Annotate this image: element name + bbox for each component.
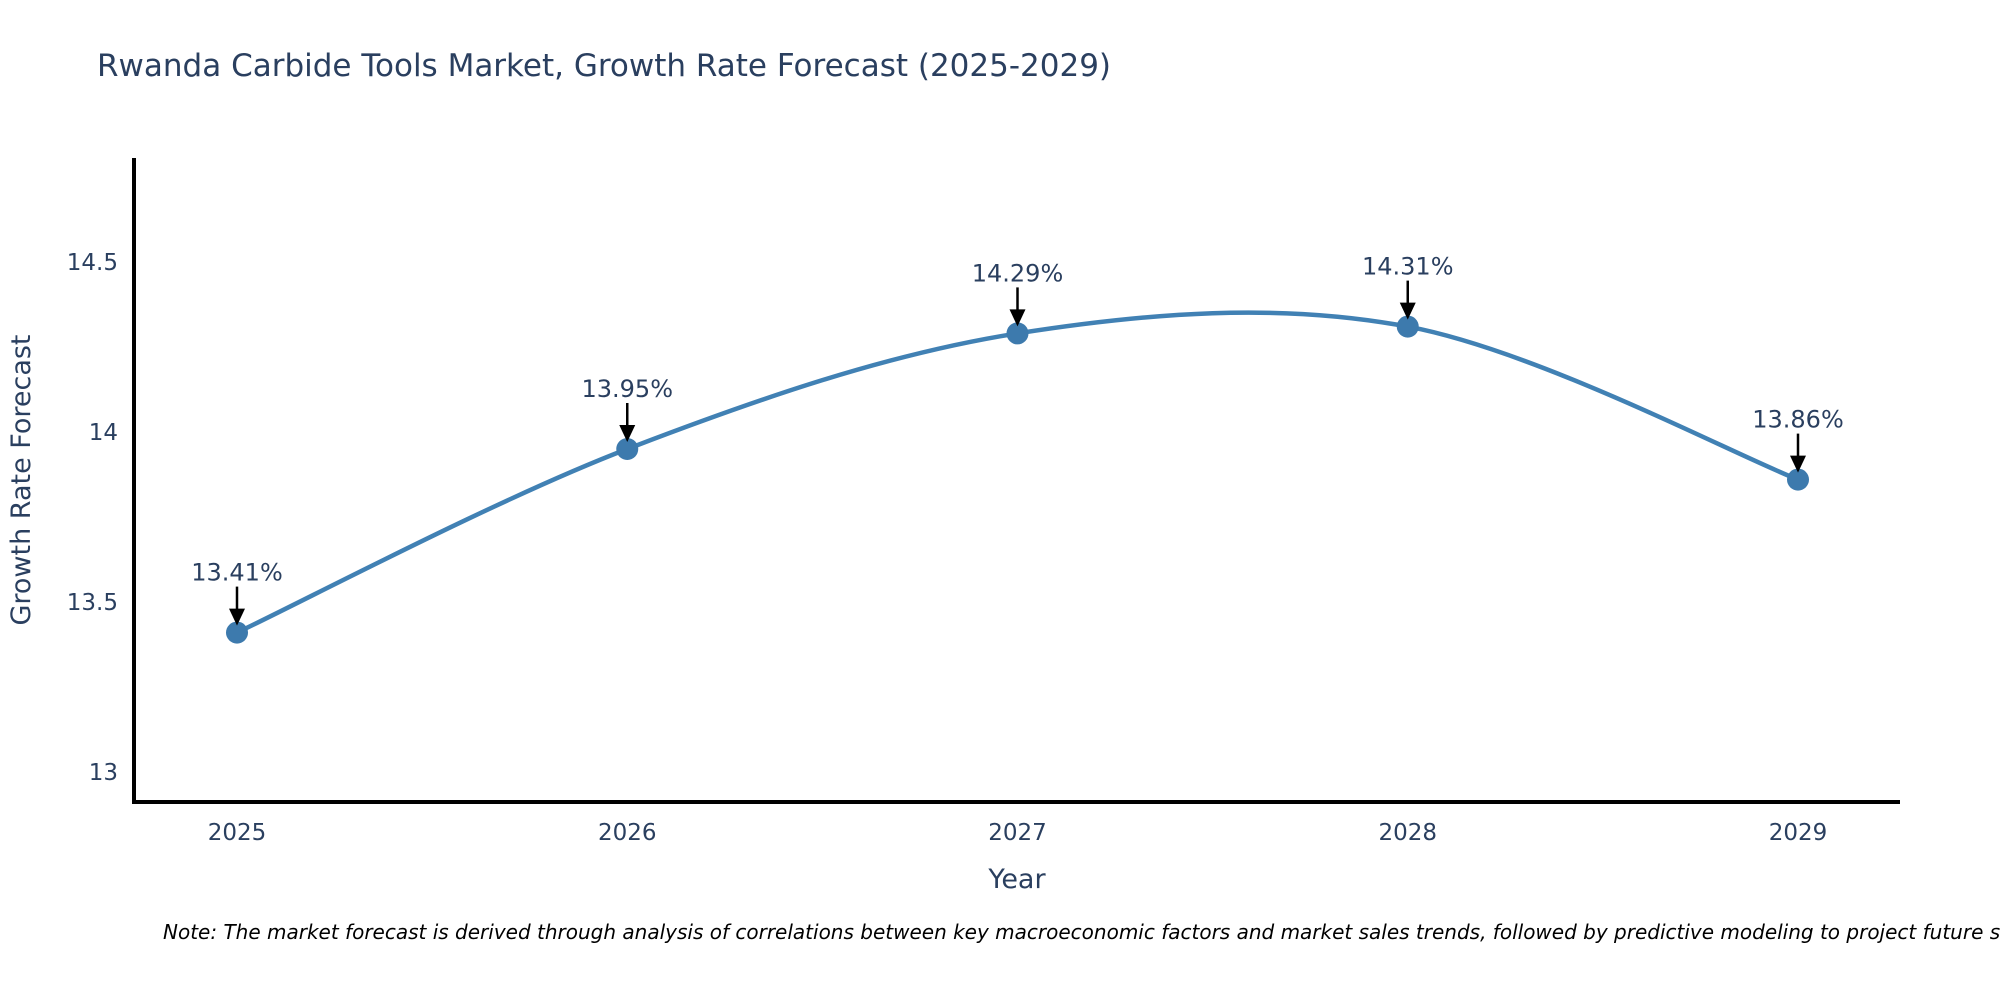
data-point-marker <box>1006 322 1029 345</box>
data-point-label: 14.29% <box>972 259 1064 287</box>
data-point-marker <box>226 621 248 644</box>
annotation-arrowhead-icon <box>229 608 245 626</box>
footnote: Note: The market forecast is derived thr… <box>163 920 2000 944</box>
y-tick-label: 14 <box>89 420 118 446</box>
annotation-arrowhead-icon <box>619 425 636 442</box>
y-tick-label: 13.5 <box>67 590 118 616</box>
series-line <box>234 310 1801 635</box>
y-axis-title: Growth Rate Forecast <box>6 334 37 625</box>
data-point-label: 14.31% <box>1362 253 1454 281</box>
data-point-label: 13.95% <box>581 375 673 403</box>
x-tick-label: 2029 <box>1769 820 1828 846</box>
data-point-label: 13.41% <box>191 559 283 587</box>
data-point-marker <box>1787 468 1809 491</box>
data-point-label: 13.86% <box>1752 406 1844 434</box>
annotation-arrowhead-icon <box>1790 455 1806 473</box>
x-axis-title: Year <box>987 864 1046 895</box>
annotation-arrowhead-icon <box>1009 309 1026 327</box>
x-tick-label: 2026 <box>598 820 657 846</box>
annotation-arrowhead-icon <box>1399 302 1416 320</box>
x-tick-label: 2025 <box>208 820 267 846</box>
chart-title: Rwanda Carbide Tools Market, Growth Rate… <box>97 48 1112 84</box>
y-tick-label: 13 <box>89 760 118 786</box>
x-tick-label: 2028 <box>1378 820 1437 846</box>
y-tick-label: 14.5 <box>67 250 118 276</box>
data-point-marker <box>1396 315 1419 338</box>
data-point-marker <box>616 438 639 460</box>
x-tick-label: 2027 <box>988 820 1047 846</box>
